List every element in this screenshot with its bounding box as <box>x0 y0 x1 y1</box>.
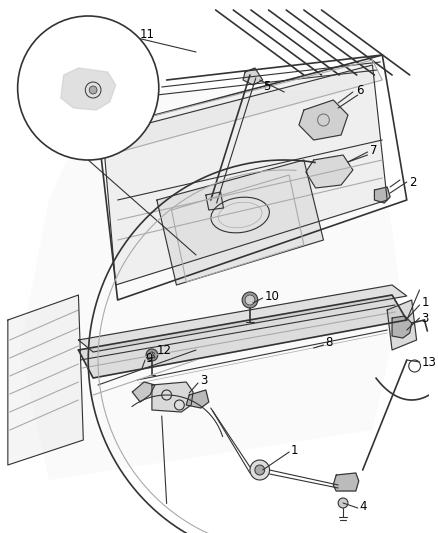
Text: 3: 3 <box>200 375 207 387</box>
Text: 5: 5 <box>263 80 270 93</box>
Circle shape <box>255 465 265 475</box>
Text: 1: 1 <box>291 443 299 456</box>
Text: 9: 9 <box>145 351 152 365</box>
Polygon shape <box>374 187 390 203</box>
Circle shape <box>338 498 348 508</box>
Circle shape <box>18 16 159 160</box>
Text: 2: 2 <box>409 175 416 189</box>
Text: 12: 12 <box>157 343 172 357</box>
Polygon shape <box>333 473 359 491</box>
Circle shape <box>89 86 97 94</box>
Polygon shape <box>20 90 402 480</box>
Polygon shape <box>306 155 353 188</box>
Polygon shape <box>387 300 417 350</box>
Text: 13: 13 <box>421 356 436 368</box>
Polygon shape <box>243 68 263 85</box>
Polygon shape <box>206 192 223 210</box>
Polygon shape <box>98 60 382 155</box>
Text: 3: 3 <box>421 311 429 325</box>
Circle shape <box>85 82 101 98</box>
Polygon shape <box>8 295 83 465</box>
Circle shape <box>146 349 158 361</box>
Polygon shape <box>132 382 155 402</box>
Polygon shape <box>78 285 407 352</box>
Text: 7: 7 <box>370 143 377 157</box>
Text: 1: 1 <box>421 296 429 310</box>
Circle shape <box>242 292 258 308</box>
Polygon shape <box>152 382 193 412</box>
Polygon shape <box>103 65 387 285</box>
Polygon shape <box>78 295 407 378</box>
Polygon shape <box>186 390 209 408</box>
Text: 8: 8 <box>325 336 333 350</box>
Text: 4: 4 <box>360 500 367 513</box>
Polygon shape <box>299 100 348 140</box>
Polygon shape <box>392 316 412 338</box>
Circle shape <box>149 352 155 358</box>
Circle shape <box>250 460 269 480</box>
Circle shape <box>245 295 255 305</box>
Text: 10: 10 <box>265 290 279 303</box>
Polygon shape <box>157 160 324 285</box>
Text: 11: 11 <box>140 28 155 42</box>
Polygon shape <box>61 68 116 110</box>
Circle shape <box>162 390 172 400</box>
Text: 6: 6 <box>356 84 363 96</box>
Circle shape <box>174 400 184 410</box>
